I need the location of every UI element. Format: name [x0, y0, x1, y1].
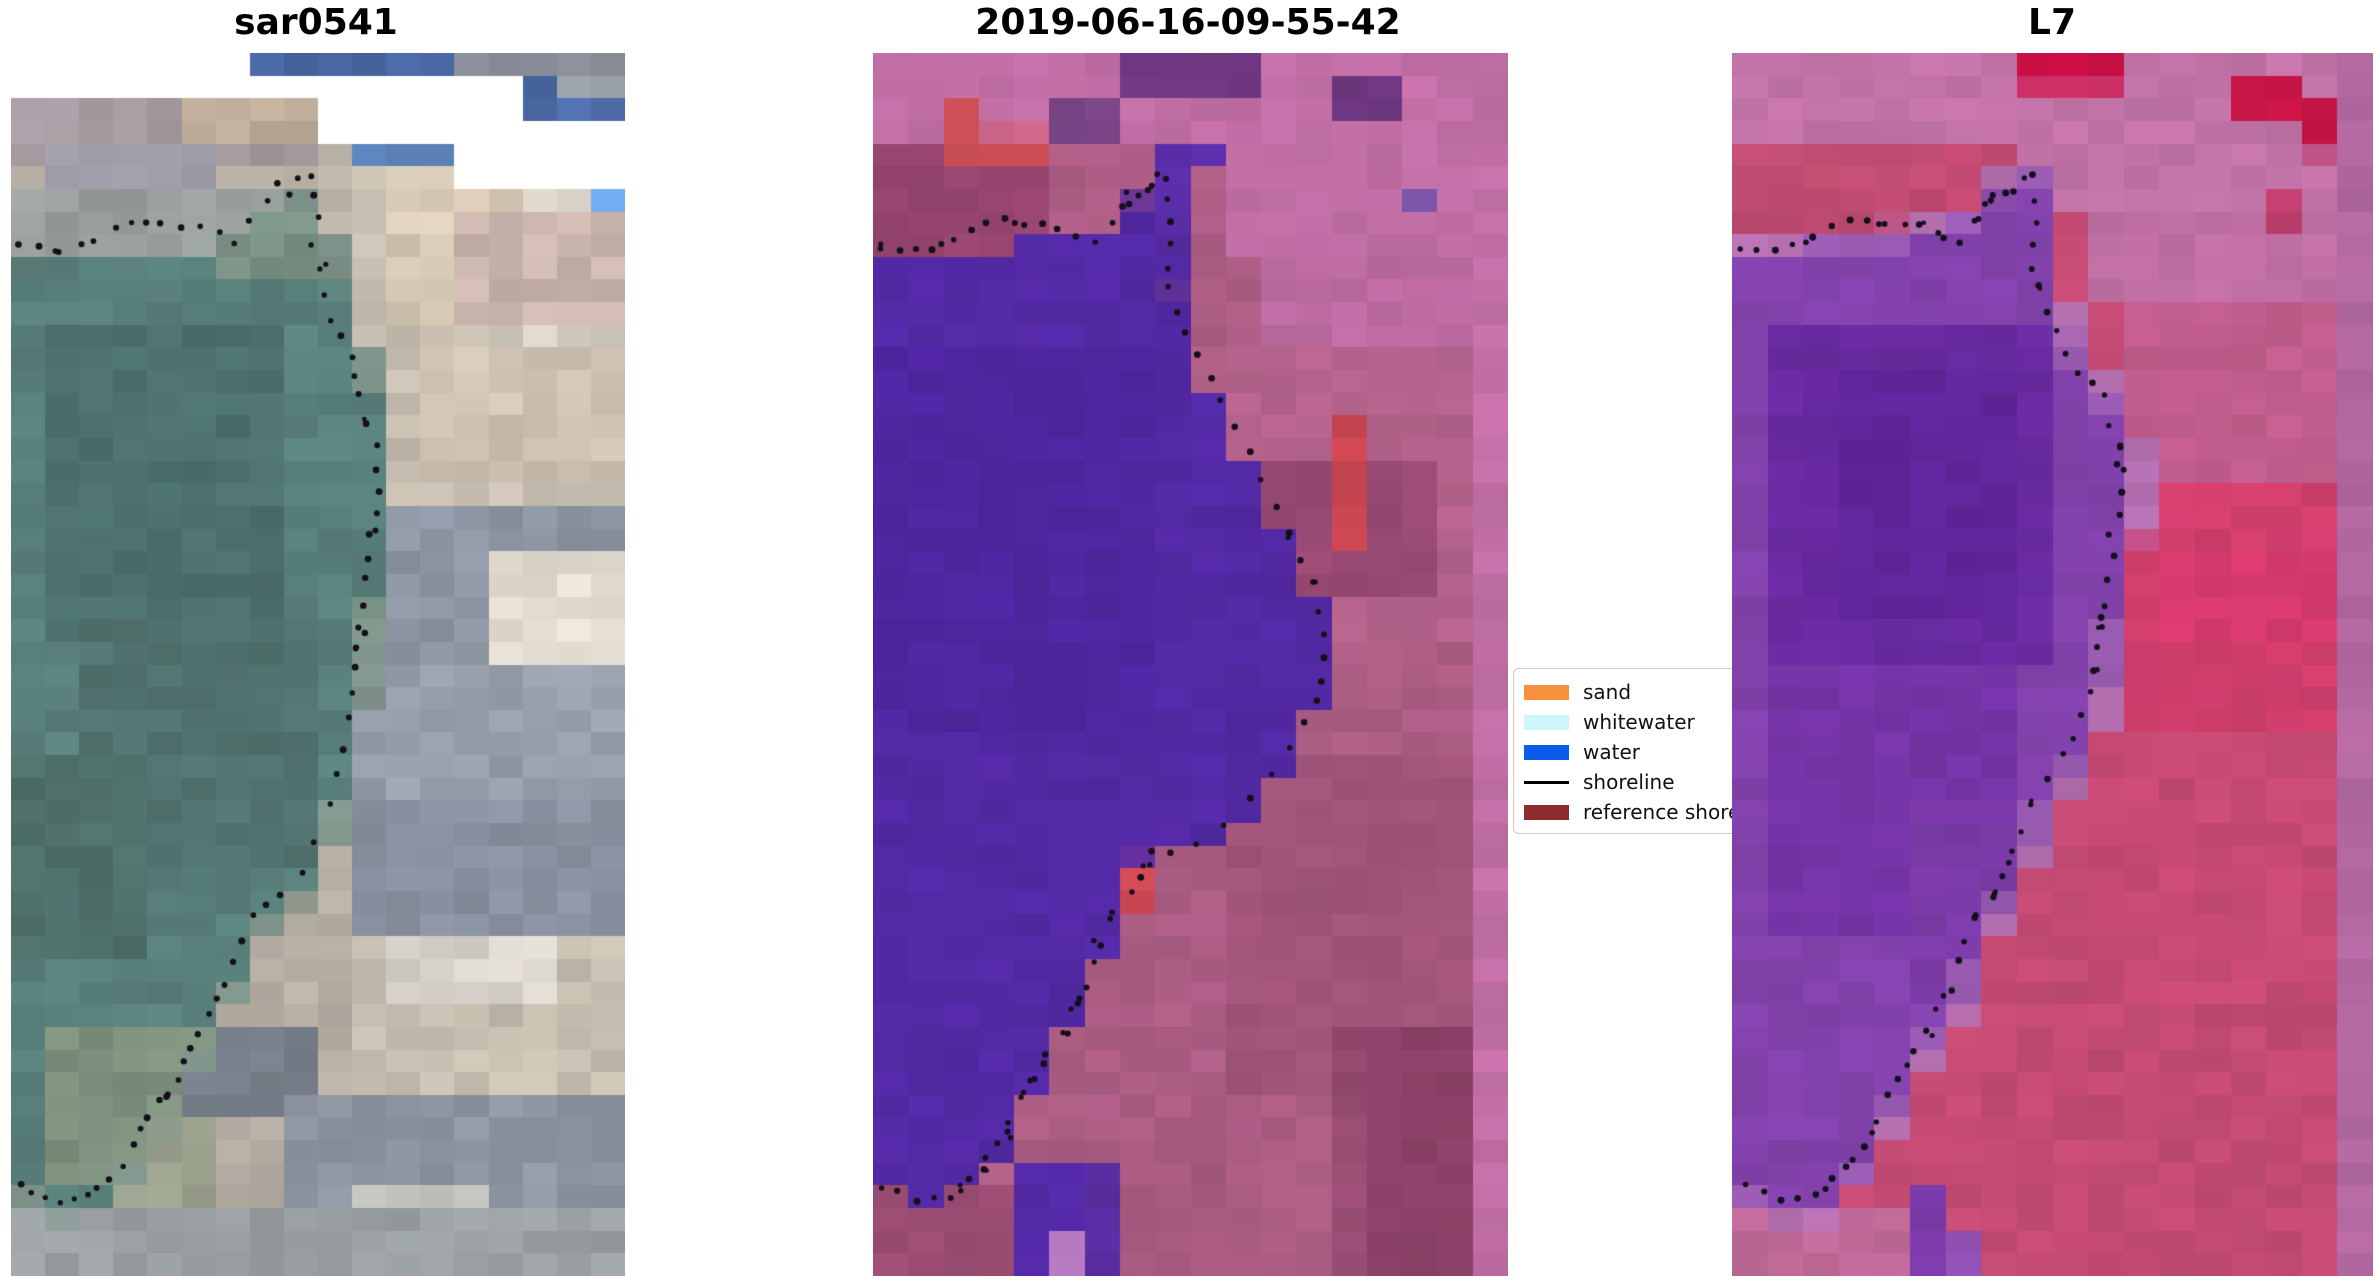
panel-classified-image	[873, 53, 1508, 1276]
whitewater-swatch-icon	[1524, 714, 1569, 730]
legend-label: sand	[1583, 680, 1632, 704]
legend-item-whitewater: whitewater	[1524, 707, 1777, 737]
classified-satellite-image	[873, 53, 1508, 1276]
sar0541-satellite-image	[11, 53, 625, 1276]
legend-item-sand: sand	[1524, 677, 1777, 707]
shoreline-swatch-icon	[1524, 780, 1569, 784]
panel-l7	[1732, 53, 2373, 1276]
sand-swatch-icon	[1524, 684, 1569, 700]
reference-shoreline-swatch-icon	[1524, 804, 1569, 820]
panel-title-l7: L7	[2028, 2, 2076, 43]
water-swatch-icon	[1524, 744, 1569, 760]
legend-item-shoreline: shoreline	[1524, 767, 1777, 797]
panel-sar0541	[11, 53, 625, 1276]
legend-item-water: water	[1524, 737, 1777, 767]
legend-label: shoreline	[1583, 770, 1675, 794]
panel-title-date: 2019-06-16-09-55-42	[975, 2, 1401, 43]
legend-label: water	[1583, 740, 1640, 764]
legend-label: whitewater	[1583, 710, 1695, 734]
panel-title-sar0541: sar0541	[234, 2, 398, 43]
l7-satellite-image	[1732, 53, 2373, 1276]
